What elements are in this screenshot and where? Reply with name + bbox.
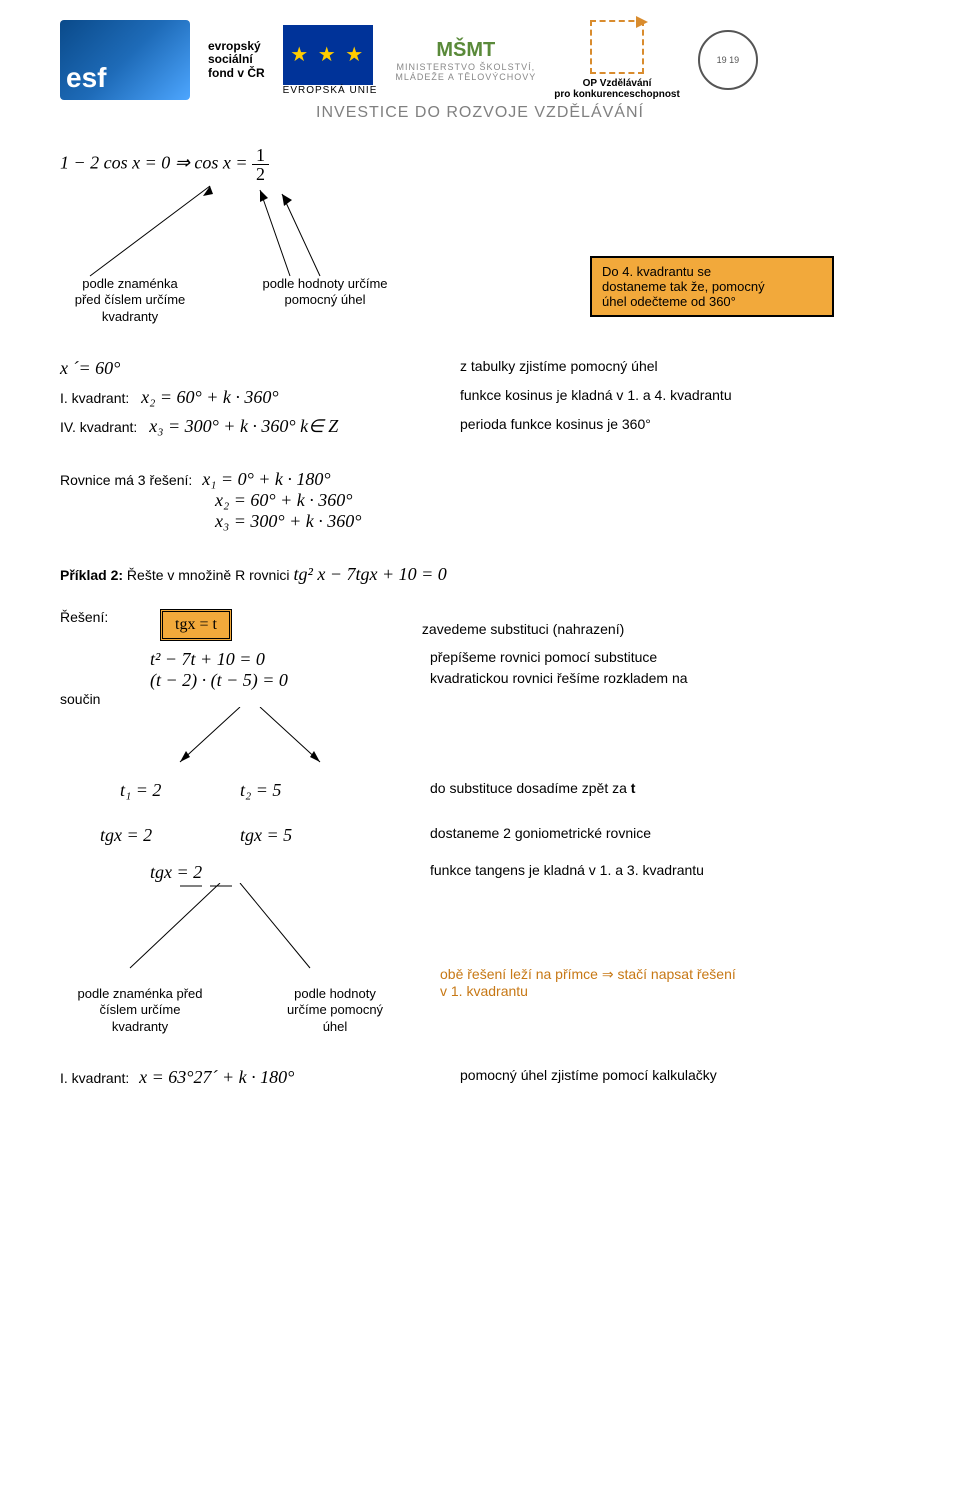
line-b-eq: (t − 2) · (t − 5) = 0 bbox=[150, 670, 430, 691]
tgx-desc: dostaneme 2 goniometrické rovnice bbox=[430, 825, 651, 841]
header-logos: esf evropský sociální fond v ČR ★ ★ ★ EV… bbox=[60, 20, 900, 100]
sub-desc: zavedeme substituci (nahrazení) bbox=[422, 621, 624, 637]
tgx-focus-wrap: tgx = 2 bbox=[150, 862, 430, 883]
tgx-focus-desc: funkce tangens je kladná v 1. a 3. kvadr… bbox=[430, 862, 704, 878]
bm2: určíme pomocný bbox=[260, 1002, 410, 1018]
msmt-line1: MINISTERSTVO ŠKOLSTVÍ, bbox=[395, 62, 536, 72]
xprime-row: x ´= 60° z tabulky zjistíme pomocný úhel bbox=[60, 358, 900, 379]
op-line1: OP Vzdělávání bbox=[554, 78, 680, 89]
kv1-eq: x₂ = 60° + k · 360° bbox=[141, 387, 278, 407]
kv4-eq: x₃ = 300° + k · 360° k∈ Z bbox=[149, 416, 338, 436]
orange-l3: úhel odečteme od 360° bbox=[602, 294, 822, 309]
underline-arrows-svg bbox=[180, 880, 240, 892]
xprime-desc: z tabulky zjistíme pomocný úhel bbox=[460, 358, 658, 374]
line-b-desc: kvadratickou rovnici řešíme rozkladem na bbox=[430, 670, 688, 686]
tgx1-eq: tgx = 2 bbox=[100, 825, 240, 846]
orange-l1: Do 4. kvadrantu se bbox=[602, 264, 822, 279]
note-mid-1: podle hodnoty určíme bbox=[240, 276, 410, 292]
kv4-label: IV. kvadrant: bbox=[60, 419, 137, 435]
esf-text: evropský sociální fond v ČR bbox=[208, 40, 265, 80]
bl3: kvadranty bbox=[60, 1019, 220, 1035]
kv1-label: I. kvadrant: bbox=[60, 390, 129, 406]
substitution-box: tgx = t bbox=[160, 609, 232, 641]
t-desc: do substituce dosadíme zpět za bbox=[430, 780, 631, 796]
t2-eq: t₂ = 5 bbox=[240, 780, 430, 801]
bottom-mid-note: podle hodnoty určíme pomocný úhel bbox=[260, 986, 410, 1035]
kv4-desc: perioda funkce kosinus je 360° bbox=[460, 416, 651, 432]
logo-eu-flag: ★ ★ ★ bbox=[283, 25, 373, 85]
bottom-left-note: podle znaménka před číslem určíme kvadra… bbox=[60, 986, 220, 1035]
kv1-row: I. kvadrant: x₂ = 60° + k · 360° funkce … bbox=[60, 387, 900, 408]
tgx2-eq: tgx = 5 bbox=[240, 825, 430, 846]
pr2-label: Příklad 2: bbox=[60, 567, 123, 583]
logo-eu-block: ★ ★ ★ EVROPSKÁ UNIE bbox=[283, 25, 378, 96]
three-solutions: Rovnice má 3 řešení: x₁ = 0° + k · 180° … bbox=[60, 469, 900, 532]
final-label: I. kvadrant: bbox=[60, 1070, 129, 1086]
kv1-desc: funkce kosinus je kladná v 1. a 4. kvadr… bbox=[460, 387, 732, 403]
br2: v 1. kvadrantu bbox=[440, 983, 736, 999]
br1: obě řešení leží na přímce ⇒ stačí napsat… bbox=[440, 966, 736, 983]
eu-label: EVROPSKÁ UNIE bbox=[283, 85, 378, 96]
msmt-line2: MLÁDEŽE A TĚLOVÝCHOVY bbox=[395, 72, 536, 82]
line-a-desc: přepíšeme rovnici pomocí substituce bbox=[430, 649, 657, 665]
note-left-1: podle znaménka bbox=[50, 276, 210, 292]
kv4-row: IV. kvadrant: x₃ = 300° + k · 360° k∈ Z … bbox=[60, 416, 900, 437]
invest-tagline: INVESTICE DO ROZVOJE VZDĚLÁVÁNÍ bbox=[60, 104, 900, 122]
logo-op-block: OP Vzdělávání pro konkurenceschopnost bbox=[554, 20, 680, 100]
eu-stars-icon: ★ ★ ★ bbox=[290, 42, 365, 67]
split-arrows-svg bbox=[160, 707, 420, 777]
esf-line2: sociální bbox=[208, 53, 265, 66]
op-box-icon bbox=[590, 20, 644, 74]
soucin-label: součin bbox=[60, 691, 900, 707]
tgx-focus-eq: tgx = 2 bbox=[150, 862, 202, 882]
logo-esf: esf bbox=[60, 20, 190, 100]
pr2-text: Řešte v množině R rovnici bbox=[127, 567, 294, 583]
bm1: podle hodnoty bbox=[260, 986, 410, 1002]
final-eq: x = 63°27´ + k · 180° bbox=[139, 1067, 294, 1087]
msmt-logo-text: MŠMT bbox=[395, 39, 536, 62]
note-left-2: před číslem určíme bbox=[50, 292, 210, 308]
example2-title: Příklad 2: Řešte v množině R rovnici tg²… bbox=[60, 564, 900, 585]
frac-num: 1 bbox=[252, 146, 269, 165]
note-left-3: kvadranty bbox=[50, 309, 210, 325]
t-bold: t bbox=[631, 780, 636, 796]
esf-line3: fond v ČR bbox=[208, 67, 265, 80]
bl2: číslem určíme bbox=[60, 1002, 220, 1018]
note-left: podle znaménka před číslem určíme kvadra… bbox=[50, 276, 210, 325]
orange-l2: dostaneme tak že, pomocný bbox=[602, 279, 822, 294]
rov3: x₃ = 300° + k · 360° bbox=[215, 511, 900, 532]
pr2-eq: tg² x − 7tgx + 10 = 0 bbox=[293, 564, 446, 584]
seal-text: 19 19 bbox=[717, 55, 740, 65]
note-mid-2: pomocný úhel bbox=[240, 292, 410, 308]
bm3: úhel bbox=[260, 1019, 410, 1035]
rov1: x₁ = 0° + k · 180° bbox=[202, 469, 330, 489]
t-desc-wrap: do substituce dosadíme zpět za t bbox=[430, 780, 635, 796]
sub-box-text: tgx = t bbox=[175, 616, 217, 633]
t1-eq: t₁ = 2 bbox=[120, 780, 240, 801]
logo-msmt-block: MŠMT MINISTERSTVO ŠKOLSTVÍ, MLÁDEŽE A TĚ… bbox=[395, 39, 536, 82]
bottom-arrows-svg bbox=[100, 883, 420, 983]
logo-seal: 19 19 bbox=[698, 30, 758, 90]
xprime-eq: x ´= 60° bbox=[60, 358, 460, 379]
op-line2: pro konkurenceschopnost bbox=[554, 89, 680, 100]
bl1: podle znaménka před bbox=[60, 986, 220, 1002]
final-desc: pomocný úhel zjistíme pomocí kalkulačky bbox=[460, 1067, 717, 1083]
orange-note-box: Do 4. kvadrantu se dostaneme tak že, pom… bbox=[590, 256, 834, 317]
line-a-eq: t² − 7t + 10 = 0 bbox=[150, 649, 430, 670]
esf-abbr: esf bbox=[66, 62, 106, 94]
reseni-label: Řešení: bbox=[60, 609, 160, 625]
final-row: I. kvadrant: x = 63°27´ + k · 180° pomoc… bbox=[60, 1067, 900, 1088]
rov2: x₂ = 60° + k · 360° bbox=[215, 490, 900, 511]
eq-top-text: 1 − 2 cos x = 0 ⇒ cos x = bbox=[60, 153, 248, 173]
rov-label: Rovnice má 3 řešení: bbox=[60, 472, 192, 488]
bottom-right-note: obě řešení leží na přímce ⇒ stačí napsat… bbox=[440, 966, 736, 999]
note-mid: podle hodnoty určíme pomocný úhel bbox=[240, 276, 410, 309]
